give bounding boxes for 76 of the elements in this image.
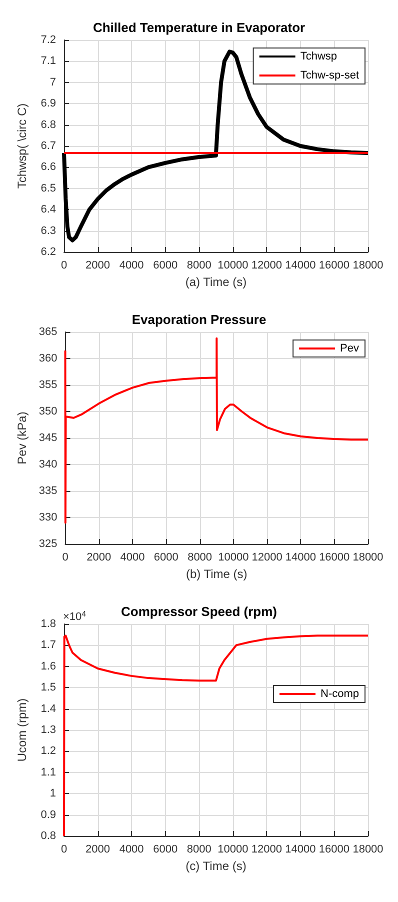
x-tick-label: 0 — [62, 552, 68, 564]
y-tick-label: 1.1 — [40, 766, 56, 778]
y-tick-label: 330 — [38, 512, 58, 524]
y-tick-label: 6.6 — [40, 161, 56, 174]
x-tick-label: 10000 — [218, 844, 248, 856]
x-tick-label: 8000 — [186, 844, 212, 856]
x-axis-title: (a) Time (s) — [185, 274, 247, 289]
y-axis-title: Tchwsp( \circ C) — [15, 103, 29, 189]
y-tick-label: 1.8 — [40, 618, 56, 630]
x-tick-label: 14000 — [285, 260, 316, 272]
y-tick-label: 1.7 — [40, 639, 56, 652]
x-tick-label: 10000 — [218, 260, 248, 272]
x-tick-label: 4000 — [119, 844, 144, 856]
x-tick-label: 12000 — [251, 260, 282, 272]
x-tick-label: 16000 — [318, 260, 350, 272]
chart-title: Chilled Temperature in Evaporator — [92, 20, 306, 35]
y-tick-label: 1.3 — [40, 724, 56, 736]
y-tick-label: 1.5 — [40, 682, 56, 694]
x-tick-label: 6000 — [153, 260, 178, 272]
y-tick-label: 6.7 — [40, 140, 56, 152]
y-tick-label: 1.4 — [40, 702, 56, 715]
x-tick-label: 6000 — [153, 844, 178, 856]
y-tick-label: 7 — [50, 76, 56, 88]
x-axis-title: (b) Time (s) — [186, 566, 248, 581]
x-tick-label: 18000 — [352, 260, 384, 272]
x-tick-label: 8000 — [188, 552, 212, 564]
y-tick-label: 1.6 — [40, 660, 56, 672]
x-tick-label: 12000 — [252, 552, 282, 564]
legend-label: Pev — [340, 342, 360, 354]
x-axis-title: (c) Time (s) — [186, 858, 246, 873]
x-tick-label: 18000 — [352, 844, 384, 856]
y-tick-label: 6.3 — [40, 224, 56, 237]
y-tick-label: 345 — [38, 432, 58, 444]
y-tick-label: 360 — [38, 352, 58, 364]
x-tick-label: 0 — [60, 844, 68, 856]
x-tick-label: 4000 — [120, 552, 145, 564]
legend-label: N-comp — [320, 688, 360, 700]
y-tick-label: 0.8 — [40, 830, 56, 842]
x-tick-label: 16000 — [318, 844, 350, 856]
x-tick-label: 14000 — [285, 552, 316, 564]
x-tick-label: 2000 — [86, 552, 112, 564]
y-tick-label: 325 — [38, 538, 58, 550]
y-axis-title: Ucom (rpm) — [15, 698, 29, 762]
legend-label: Tchw-sp-set — [300, 70, 360, 82]
y-tick-label: 6.5 — [40, 182, 56, 194]
y-tick-label: 7.1 — [40, 55, 56, 68]
x-tick-label: 10000 — [218, 552, 249, 564]
y-tick-label: 355 — [38, 379, 58, 391]
y-tick-label: 0.9 — [40, 808, 56, 821]
x-tick-label: 18000 — [352, 552, 384, 564]
x-tick-label: 14000 — [285, 844, 316, 856]
chart-title: Compressor Speed (rpm) — [120, 604, 278, 619]
y-tick-label: 1 — [50, 788, 56, 800]
chart-title: Evaporation Pressure — [132, 312, 266, 327]
y-axis-title: Pev (kPa) — [15, 412, 29, 464]
x-tick-label: 2000 — [86, 260, 110, 272]
line-series — [62, 50, 370, 242]
x-tick-label: 12000 — [251, 844, 282, 856]
x-tick-label: 4000 — [119, 260, 144, 272]
x-tick-label: 16000 — [319, 552, 350, 564]
y-tick-label: 6.2 — [40, 246, 56, 258]
x-tick-label: 8000 — [186, 260, 212, 272]
x-tick-label: 2000 — [86, 844, 110, 856]
legend-label: Tchwsp — [300, 50, 338, 62]
y-tick-label: 340 — [38, 458, 58, 470]
y-tick-label: 335 — [38, 485, 58, 497]
y-tick-label: 6.8 — [40, 118, 56, 131]
line-series — [64, 337, 369, 524]
y-tick-label: 350 — [38, 406, 58, 418]
y-tick-label: 365 — [38, 326, 58, 338]
y-tick-label: 7.2 — [40, 34, 56, 46]
y-tick-label: 6.4 — [40, 204, 56, 216]
y-tick-label: 6.9 — [40, 98, 56, 110]
y-tick-label: 1.2 — [40, 745, 56, 758]
x-tick-label: 6000 — [154, 552, 178, 564]
x-tick-label: 0 — [60, 260, 68, 272]
